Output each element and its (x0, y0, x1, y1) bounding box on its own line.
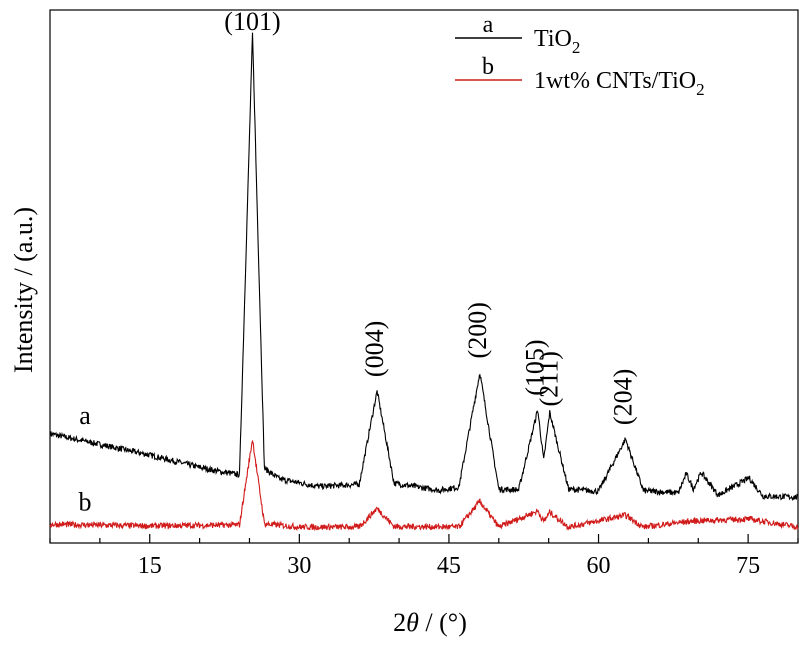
y-axis-label: Intensity / (a.u.) (9, 207, 38, 373)
x-axis-label: 2θ / (°) (340, 608, 520, 644)
peak-label: (200) (463, 302, 492, 358)
x-axis-label-symbol: θ (406, 608, 419, 637)
curve-label-b: b (79, 488, 92, 517)
peak-label: (101) (224, 7, 280, 36)
legend-label: 1wt% CNTs/TiO2 (534, 68, 705, 99)
legend-label: TiO2 (534, 26, 580, 57)
peak-label: (211) (535, 351, 564, 406)
legend-letter: a (483, 12, 494, 38)
x-axis-label-prefix: 2 (393, 608, 407, 637)
legend-label-subscript: 2 (696, 80, 705, 99)
x-ticks: 15 30 45 60 75 (49, 534, 799, 579)
series-line-b (49, 439, 799, 532)
x-tick-label: 60 (587, 553, 611, 579)
x-tick-label: 15 (138, 553, 162, 579)
legend-label-main: TiO (534, 26, 572, 52)
series-lines (49, 32, 799, 532)
plot-frame (49, 9, 799, 544)
curve-label-a: a (79, 401, 91, 430)
legend-letter: b (482, 54, 494, 80)
curve-labels: ab (79, 401, 92, 517)
legend-label-subscript: 2 (572, 38, 581, 57)
peak-annotations: (101) (004) (200) (105)(211) (204) (224, 7, 637, 425)
peak-label: (105) (521, 339, 550, 395)
x-tick-label: 75 (736, 553, 760, 579)
series-line-a (49, 32, 799, 502)
x-tick-label: 45 (437, 553, 461, 579)
peak-label: (004) (360, 321, 389, 377)
legend-label-main: 1wt% CNTs/TiO (534, 68, 696, 94)
x-axis-label-suffix: / (°) (418, 608, 467, 637)
peak-label: (204) (608, 369, 637, 425)
x-tick-label: 30 (287, 553, 311, 579)
y-axis-label-box: Intensity / (a.u.) (6, 140, 46, 440)
